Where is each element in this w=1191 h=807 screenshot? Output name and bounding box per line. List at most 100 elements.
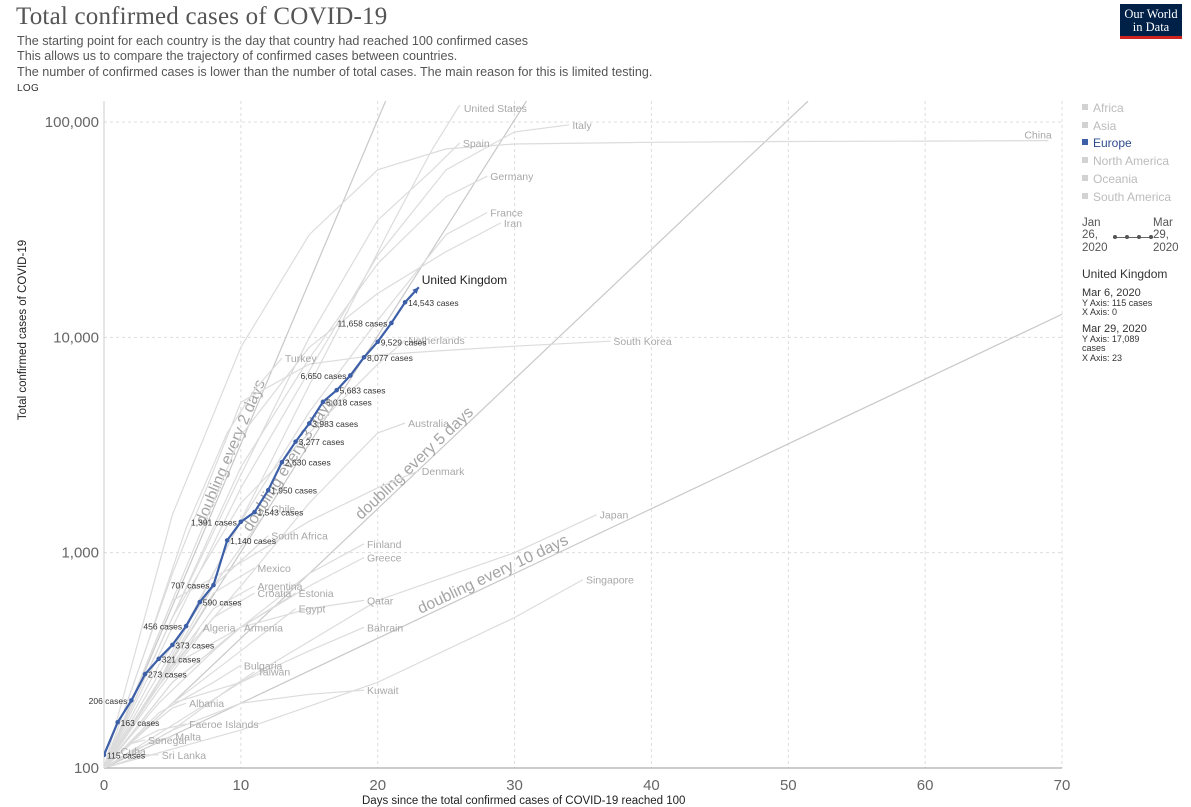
country-label: South Korea — [613, 336, 672, 348]
country-label: China — [1024, 130, 1052, 142]
highlight-point — [348, 373, 353, 378]
country-label: Qatar — [367, 595, 394, 607]
timeline-end[interactable]: Mar 29, 2020 — [1153, 217, 1179, 254]
timeline-slider[interactable] — [1113, 235, 1153, 240]
y-tick-label: 1,000 — [61, 545, 99, 562]
y-tick-label: 100,000 — [45, 114, 99, 131]
x-tick-label: 70 — [1054, 777, 1071, 794]
legend-item-asia[interactable]: Asia — [1082, 118, 1171, 136]
country-line — [104, 723, 187, 768]
country-label: Estonia — [299, 588, 334, 600]
highlight-point-label: 8,077 cases — [367, 353, 413, 363]
legend-item-europe[interactable]: Europe — [1082, 135, 1171, 153]
country-line — [104, 592, 296, 768]
tooltip-end-date: Mar 29, 2020 — [1082, 322, 1147, 335]
highlight-point-label: 5,683 cases — [340, 386, 386, 396]
country-label: Senegal — [148, 735, 187, 747]
country-label: Italy — [572, 120, 592, 132]
chart-title: Total confirmed cases of COVID-19 — [16, 3, 388, 30]
highlight-point-label: 6,650 cases — [300, 371, 346, 381]
logo-line: Our World — [1124, 7, 1178, 21]
legend-swatch — [1082, 174, 1088, 181]
timeline-handle-start[interactable] — [1113, 235, 1117, 239]
country-label: Spain — [463, 138, 490, 150]
legend-swatch — [1082, 157, 1088, 164]
timeline-dot — [1125, 235, 1129, 239]
timeline-handle-end[interactable] — [1149, 235, 1153, 239]
legend-item-south-america[interactable]: South America — [1082, 189, 1171, 207]
subtitle-line: The starting point for each country is t… — [17, 34, 529, 48]
x-tick-label: 20 — [369, 777, 386, 794]
country-line — [104, 739, 146, 768]
timeline-dot — [1137, 235, 1141, 239]
doubling-reference-line — [104, 313, 1062, 768]
tooltip-end-x: X Axis: 23 — [1082, 352, 1123, 363]
tooltip-country: United Kingdom — [1082, 267, 1168, 281]
country-label: Finland — [367, 539, 402, 551]
chart-subtitle: The starting point for each country is t… — [17, 34, 652, 80]
timeline-start-year: 2020 — [1082, 241, 1108, 254]
legend-item-oceania[interactable]: Oceania — [1082, 171, 1171, 189]
highlight-point — [156, 656, 162, 662]
country-label: Bulgaria — [244, 660, 283, 672]
timeline-end-day: 29, — [1153, 229, 1169, 242]
legend-item-north-america[interactable]: North America — [1082, 153, 1171, 171]
legend-label: North America — [1093, 154, 1170, 169]
country-label: Germany — [490, 171, 534, 183]
highlight-point-label: 707 cases — [171, 581, 210, 591]
timeline-start[interactable]: Jan 26, 2020 — [1082, 217, 1108, 254]
highlight-point — [183, 623, 189, 629]
country-label: France — [490, 207, 523, 219]
x-tick-label: 0 — [100, 777, 108, 794]
country-line — [104, 211, 488, 768]
country-label: Kuwait — [367, 685, 399, 697]
country-line — [104, 104, 461, 768]
tooltip-start-x: X Axis: 0 — [1082, 307, 1118, 317]
subtitle-line: This allows us to compare the trajectory… — [17, 49, 458, 64]
country-label: Albania — [189, 698, 224, 710]
tooltip: United Kingdom Mar 6, 2020 Y Axis: 115 c… — [1082, 267, 1182, 368]
tooltip-end-y: Y Axis: 17,089 — [1082, 333, 1140, 344]
country-line — [104, 626, 242, 768]
legend-label: South America — [1093, 189, 1172, 204]
highlight-point — [129, 698, 134, 703]
highlight-point — [252, 509, 257, 515]
country-line — [104, 339, 406, 768]
country-line — [104, 664, 242, 768]
doubling-reference-line — [104, 101, 387, 768]
highlight-point-label: 590 cases — [203, 598, 242, 608]
country-label: Sri Lanka — [162, 750, 207, 762]
highlight-series-name: United Kingdom — [422, 273, 507, 287]
log-scale-toggle[interactable]: LOG — [17, 83, 40, 94]
legend-label: Asia — [1093, 118, 1117, 133]
tooltip-start: Mar 6, 2020 Y Axis: 115 cases X Axis: 0 — [1082, 287, 1182, 318]
country-line — [104, 357, 283, 768]
highlight-point — [293, 439, 298, 444]
timeline-start-day: 26, — [1082, 229, 1098, 242]
highlight-point-label: 206 cases — [89, 696, 128, 706]
country-label: Australia — [408, 418, 449, 430]
country-label: Iran — [504, 218, 522, 230]
owid-logo[interactable]: Our World in Data — [1120, 4, 1182, 39]
highlight-point-label: 3,983 cases — [312, 419, 358, 429]
legend-item-africa[interactable]: Africa — [1082, 100, 1171, 118]
country-label: Croatia — [258, 588, 292, 600]
y-axis-title: Total confirmed cases of COVID-19 — [17, 239, 29, 421]
highlight-point — [170, 642, 175, 648]
y-tick-label: 100 — [74, 760, 99, 777]
highlight-point-label: 1,391 cases — [191, 517, 237, 527]
highlight-series-arrow — [412, 287, 419, 294]
subtitle-line: The number of confirmed cases is lower t… — [17, 64, 653, 79]
country-label: South Africa — [271, 531, 328, 543]
legend-swatch — [1082, 192, 1088, 199]
x-axis-title: Days since the total confirmed cases of … — [362, 795, 686, 807]
country-label: Denmark — [422, 466, 465, 478]
highlight-point-label: 3,277 cases — [299, 437, 345, 447]
x-tick-label: 60 — [917, 777, 934, 794]
country-label: Greece — [367, 552, 402, 564]
x-tick-label: 40 — [643, 777, 660, 794]
highlight-point — [279, 459, 285, 465]
country-label: Faeroe Islands — [189, 719, 258, 731]
country-label: Cuba — [121, 746, 146, 758]
country-line — [104, 754, 159, 768]
